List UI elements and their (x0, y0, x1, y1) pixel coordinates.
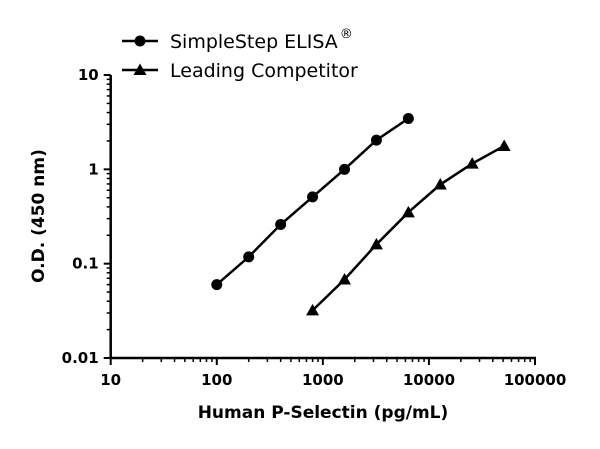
data-point-triangle (465, 157, 479, 169)
data-point-triangle (306, 303, 320, 316)
legend-label-competitor: Leading Competitor (170, 60, 358, 82)
y-tick-label: 10 (78, 66, 99, 84)
x-tick-label: 100000 (504, 371, 567, 389)
y-tick-label: 1 (88, 160, 98, 178)
legend-registered-mark: ® (340, 27, 353, 42)
x-tick-label: 100 (201, 371, 232, 389)
x-tick-label: 10000 (403, 371, 455, 389)
data-point-triangle (401, 205, 415, 218)
data-point-circle (275, 219, 287, 231)
legend-label-simplestep: SimpleStep ELISA (170, 31, 338, 53)
x-tick-label: 1000 (302, 371, 344, 389)
y-axis-label: O.D. (450 nm) (29, 149, 49, 283)
legend-marker-triangle (133, 63, 147, 75)
data-point-circle (211, 279, 223, 291)
data-point-triangle (338, 272, 352, 285)
x-tick-label: 10 (100, 371, 121, 389)
data-point-triangle (369, 237, 383, 250)
data-point-circle (307, 191, 319, 203)
x-axis-label: Human P-Selectin (pg/mL) (198, 403, 449, 423)
axes: 10 100 1000 10000 100000 0.01 0.1 1 10 (62, 66, 567, 389)
data-point-triangle (433, 178, 447, 190)
data-point-triangle (497, 139, 511, 151)
y-tick-label: 0.01 (62, 349, 99, 367)
y-tick-label: 0.1 (72, 255, 99, 273)
data-point-circle (339, 163, 351, 175)
legend: SimpleStep ELISA ® Leading Competitor (122, 27, 358, 82)
plot-area (211, 112, 511, 316)
data-point-circle (243, 251, 255, 263)
legend-marker-circle (134, 35, 146, 47)
data-point-circle (370, 134, 382, 146)
data-point-circle (402, 112, 414, 124)
